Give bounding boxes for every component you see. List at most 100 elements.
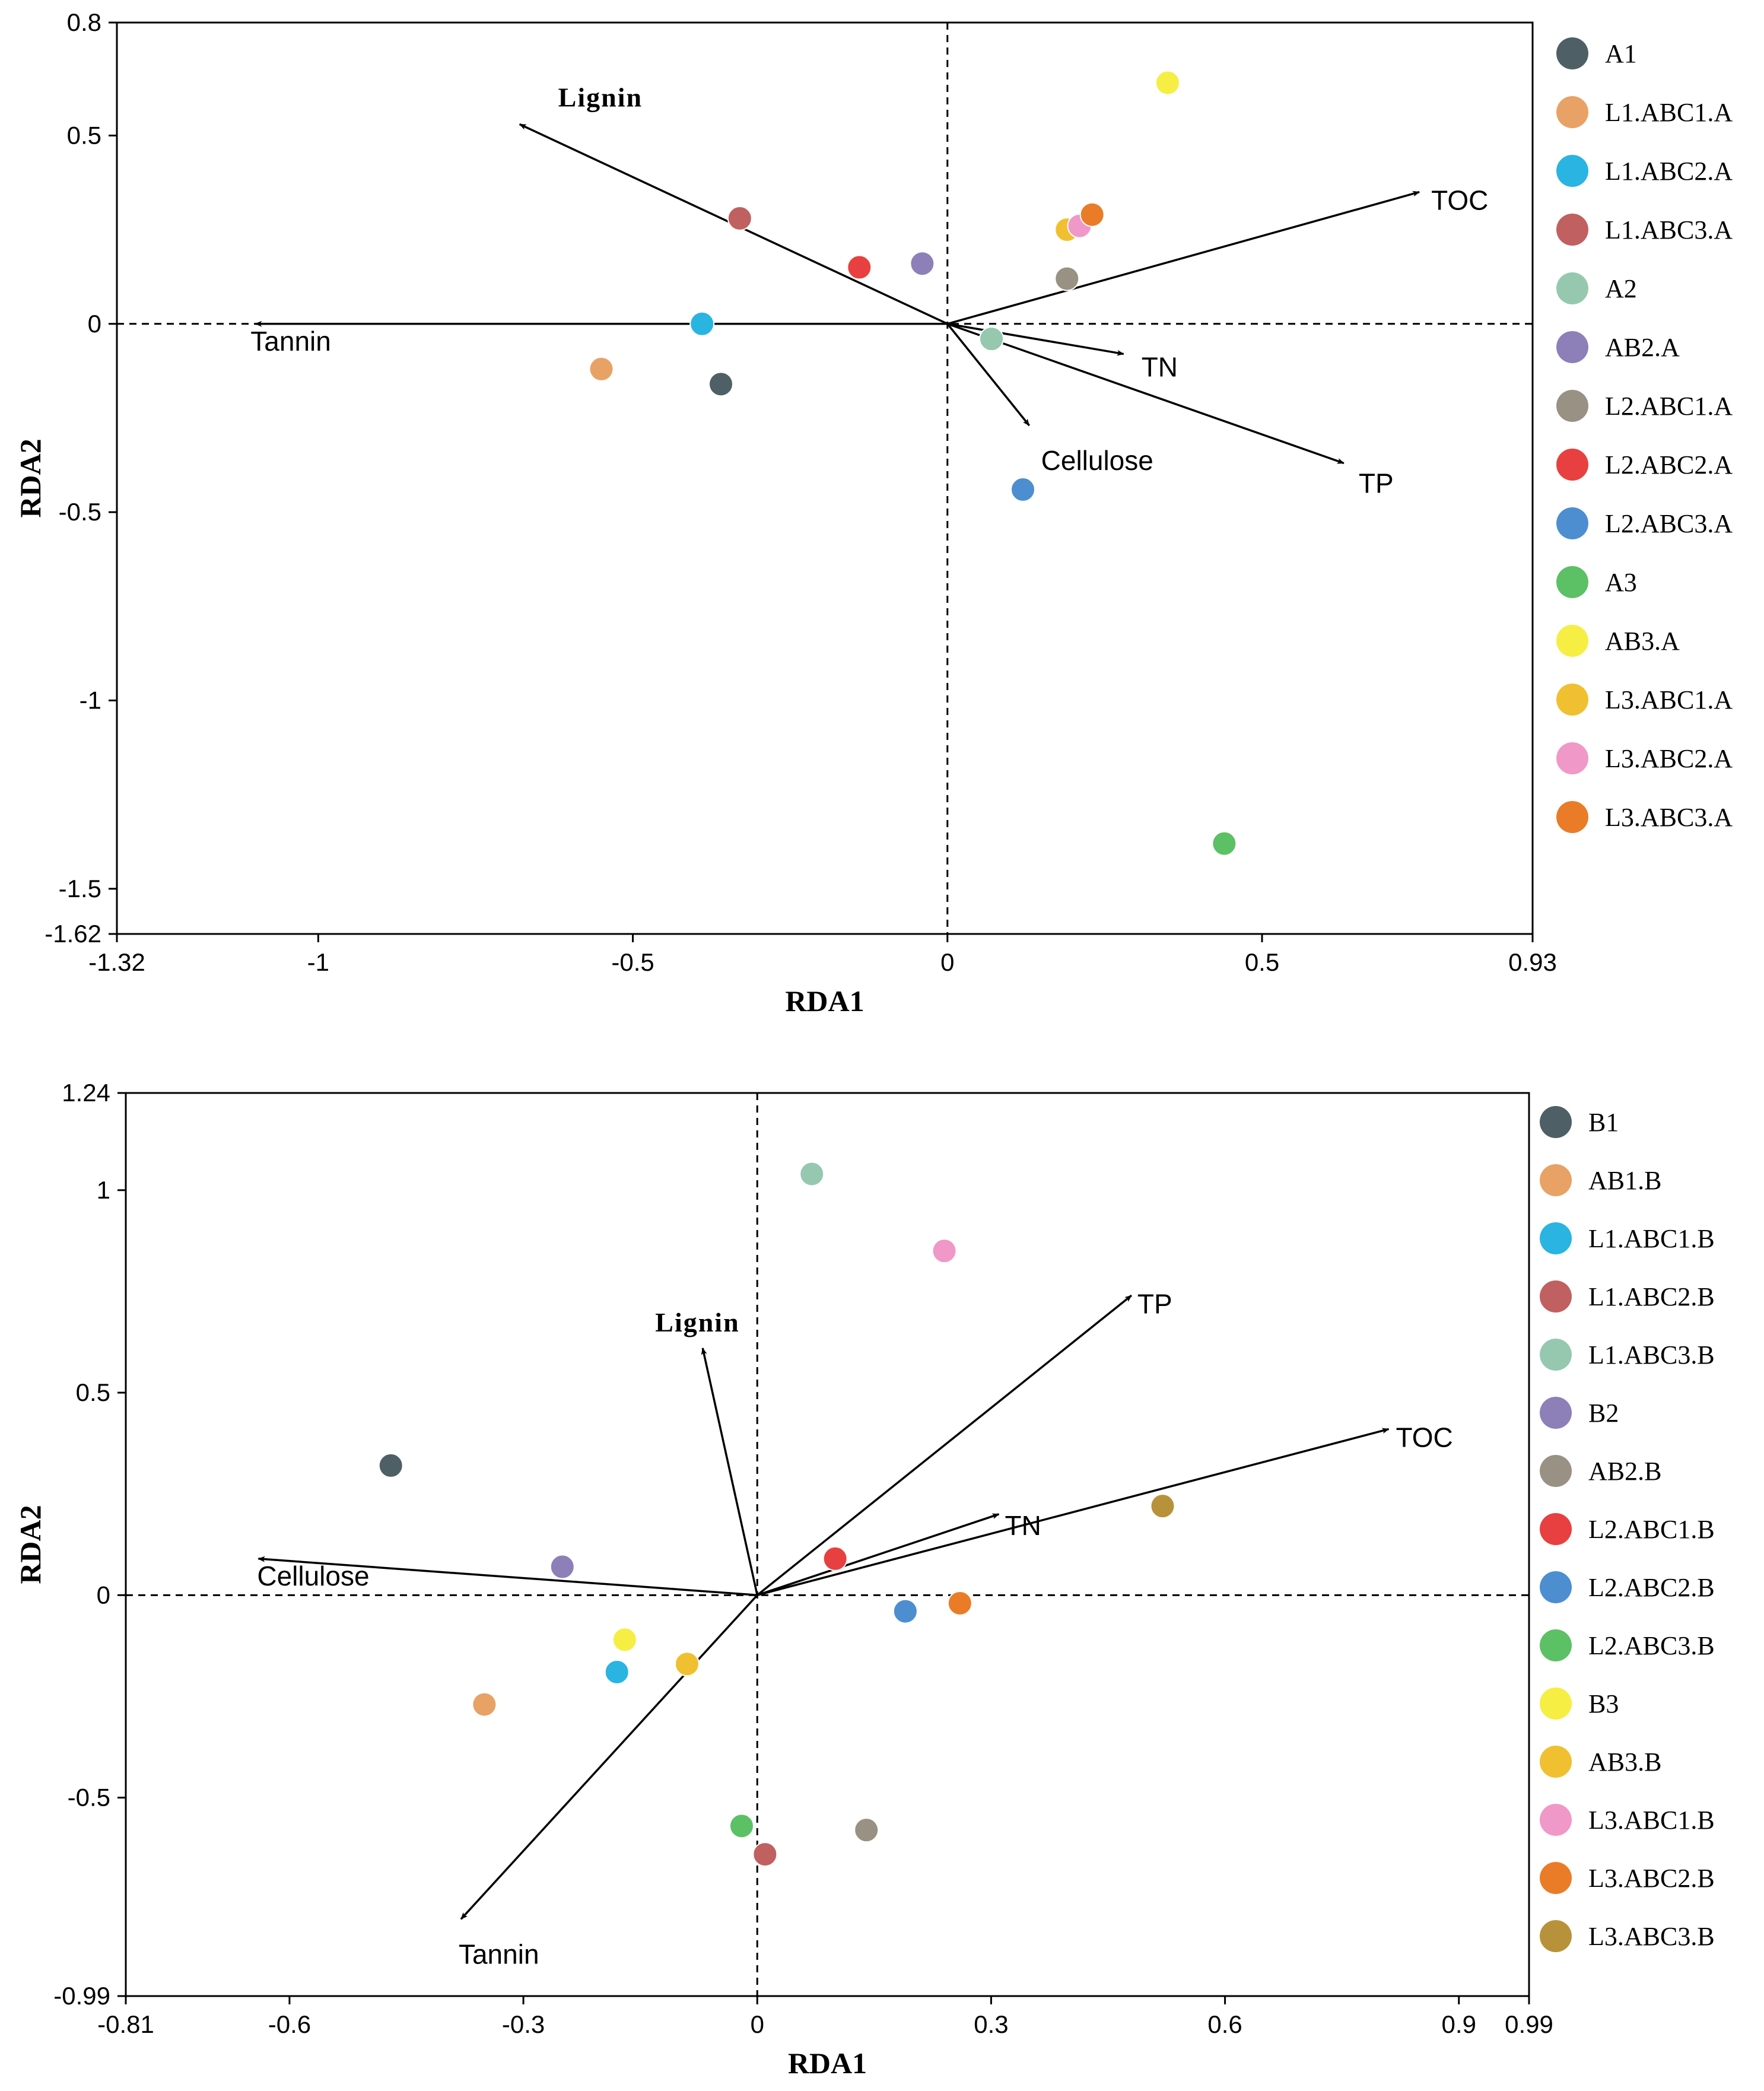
vector-label-tannin: Tannin xyxy=(459,1939,539,1969)
data-point xyxy=(708,371,734,397)
legend-marker xyxy=(1556,155,1588,187)
legend-label: L1.ABC2.B xyxy=(1588,1282,1715,1311)
data-point xyxy=(378,1453,403,1478)
data-point xyxy=(822,1546,848,1571)
x-tick-label: 0.6 xyxy=(1207,2010,1242,2038)
legend: A1 L1.ABC1.A L1.ABC2.A L1.ABC3.A A2 AB2.A L2.A… xyxy=(1556,37,1733,833)
vector-label-tannin: Tannin xyxy=(250,326,331,357)
vector-label-toc: TOC xyxy=(1431,185,1488,216)
y-tick-label: -1.62 xyxy=(45,920,101,948)
y-tick-label: -0.5 xyxy=(59,498,101,526)
legend-marker xyxy=(1556,272,1588,304)
data-point xyxy=(727,206,752,231)
legend-label: L3.ABC2.B xyxy=(1588,1864,1715,1893)
legend-label: A3 xyxy=(1605,568,1637,597)
data-point xyxy=(589,356,614,382)
y-tick-label: 0.5 xyxy=(76,1378,110,1406)
legend-marker xyxy=(1540,1339,1572,1371)
legend-label: L1.ABC2.A xyxy=(1605,157,1733,186)
x-tick-label: -0.6 xyxy=(268,2010,311,2038)
legend-marker xyxy=(1540,1106,1572,1138)
data-point xyxy=(675,1651,700,1677)
legend-label: L3.ABC2.A xyxy=(1605,744,1733,773)
vector-arrow-tp xyxy=(757,1294,1133,1596)
data-point xyxy=(979,326,1005,352)
legend-marker xyxy=(1540,1571,1572,1603)
rda-panel-a: -1.32 -1 -0.5 0 0.5 0.93 0.8 0.5 0 -0.5 -1 -1.5 -1.6… xyxy=(14,8,1733,1018)
y-tick-label: -1.5 xyxy=(59,875,101,903)
legend-marker xyxy=(1540,1222,1572,1254)
y-tick-label: -0.5 xyxy=(68,1784,110,1812)
legend-marker xyxy=(1556,96,1588,128)
x-tick-label: -1 xyxy=(307,948,329,976)
x-tick-label: 0 xyxy=(940,948,954,976)
legend-marker xyxy=(1540,1862,1572,1894)
data-point xyxy=(799,1161,825,1187)
y-tick-label: 0.5 xyxy=(67,121,101,149)
x-tick-label: 0.3 xyxy=(974,2010,1008,2038)
x-axis-title: RDA1 xyxy=(788,2046,867,2080)
legend-marker xyxy=(1540,1629,1572,1661)
data-point xyxy=(1212,831,1237,856)
legend-label: L3.ABC3.A xyxy=(1605,803,1733,832)
legend-label: L2.ABC1.B xyxy=(1588,1515,1715,1544)
legend-label: A2 xyxy=(1605,274,1637,303)
y-tick-label: -0.99 xyxy=(53,1982,110,2010)
vector-arrow-tp xyxy=(947,323,1345,465)
x-tick-label: -0.81 xyxy=(97,2010,154,2038)
legend-marker xyxy=(1556,566,1588,598)
data-point xyxy=(752,1842,778,1867)
data-point xyxy=(892,1599,918,1624)
legend-marker xyxy=(1556,801,1588,833)
legend-label: L2.ABC3.B xyxy=(1588,1631,1715,1660)
vector-arrow-tn xyxy=(947,323,1124,356)
vector-label-tp: TP xyxy=(1137,1288,1172,1319)
legend-marker xyxy=(1540,1397,1572,1429)
legend-marker xyxy=(1540,1455,1572,1487)
legend-label: B3 xyxy=(1588,1689,1619,1718)
y-tick-label: 0 xyxy=(88,310,101,338)
legend-label: L1.ABC1.A xyxy=(1605,98,1733,127)
data-point xyxy=(847,255,872,280)
vector-label-lignin: Lignin xyxy=(655,1307,739,1337)
legend-marker xyxy=(1556,390,1588,422)
legend-marker xyxy=(1556,214,1588,246)
y-tick-label: 0 xyxy=(97,1581,110,1609)
vector-arrow-tn xyxy=(757,1513,1000,1596)
vector-label-cellulose: Cellulose xyxy=(1041,445,1153,476)
data-point xyxy=(1150,1493,1175,1519)
data-point xyxy=(472,1692,497,1717)
legend-label: L3.ABC1.A xyxy=(1605,685,1733,714)
plot-frame xyxy=(125,1092,1530,1997)
legend-marker xyxy=(1540,1164,1572,1196)
legend-marker xyxy=(1540,1804,1572,1836)
legend-label: L2.ABC2.B xyxy=(1588,1573,1715,1602)
y-tick-label: -1 xyxy=(80,686,101,714)
legend-label: L3.ABC3.B xyxy=(1588,1922,1715,1951)
legend-marker xyxy=(1556,684,1588,716)
x-tick-label: -1.32 xyxy=(88,948,145,976)
y-tick-label: 1.24 xyxy=(62,1079,110,1107)
y-tick-label: 1 xyxy=(97,1176,110,1204)
x-tick-label: 0.5 xyxy=(1245,948,1279,976)
vector-arrow-lignin xyxy=(701,1348,758,1596)
data-point xyxy=(729,1813,754,1839)
vector-label-lignin: Lignin xyxy=(558,82,643,112)
data-point xyxy=(1010,477,1036,503)
vector-label-tn: TN xyxy=(1142,352,1178,383)
legend-marker xyxy=(1556,449,1588,481)
legend-label: AB2.A xyxy=(1605,333,1680,362)
legend-label: L3.ABC1.B xyxy=(1588,1806,1715,1835)
legend-label: B2 xyxy=(1588,1399,1619,1428)
data-point xyxy=(947,1590,972,1616)
y-axis-title: RDA2 xyxy=(14,438,47,517)
legend-marker xyxy=(1540,1513,1572,1545)
x-tick-label: 0.99 xyxy=(1505,2010,1553,2038)
x-tick-label: 0.9 xyxy=(1442,2010,1476,2038)
legend-label: L1.ABC1.B xyxy=(1588,1224,1715,1253)
vector-arrow-toc xyxy=(757,1428,1390,1597)
legend-marker xyxy=(1556,742,1588,774)
legend-marker xyxy=(1556,625,1588,657)
vector-arrow-tannin xyxy=(460,1594,758,1920)
